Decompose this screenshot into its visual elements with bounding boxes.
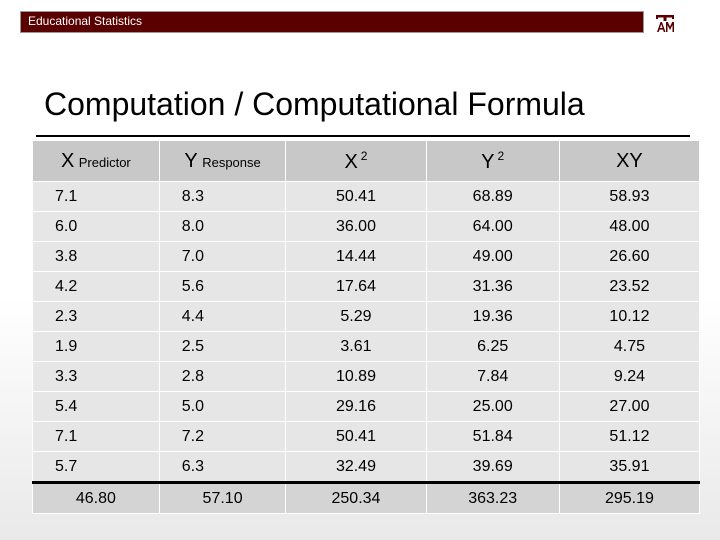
cell-x: 7.1	[32, 181, 160, 212]
cell-y-squared: 49.00	[425, 241, 560, 272]
cell-x: 7.1	[32, 421, 160, 452]
cell-x-squared: 36.00	[285, 211, 427, 242]
cell-y: 7.2	[158, 421, 287, 452]
cell-xy: 10.12	[558, 301, 701, 332]
cell-x: 5.7	[32, 451, 160, 483]
cell-xy: 35.91	[558, 451, 701, 483]
title-underline	[36, 135, 690, 137]
cell-x-squared: 10.89	[285, 361, 427, 392]
cell-y-squared: 7.84	[425, 361, 560, 392]
header-sup: 2	[360, 148, 368, 163]
cell-x-squared: 5.29	[285, 301, 427, 332]
cell-y-squared: 31.36	[425, 271, 560, 302]
table-row: 2.3 4.4 5.29 19.36 10.12	[32, 301, 701, 332]
cell-x-squared: 50.41	[285, 181, 427, 212]
cell-y: 8.0	[158, 211, 287, 242]
total-xy: 295.19	[558, 481, 701, 514]
cell-y: 5.0	[158, 391, 287, 422]
header-var: Y	[481, 150, 495, 173]
cell-xy: 9.24	[558, 361, 701, 392]
cell-y: 4.4	[158, 301, 287, 332]
cell-x-squared: 17.64	[285, 271, 427, 302]
total-y-squared: 363.23	[425, 481, 560, 514]
cell-xy: 58.93	[558, 181, 701, 212]
cell-x-squared: 32.49	[285, 451, 427, 483]
cell-x: 5.4	[32, 391, 160, 422]
cell-x-squared: 50.41	[285, 421, 427, 452]
cell-x: 3.3	[32, 361, 160, 392]
table-row: 5.4 5.0 29.16 25.00 27.00	[32, 391, 701, 422]
course-title: Educational Statistics	[28, 14, 143, 28]
cell-x-squared: 3.61	[285, 331, 427, 362]
header-var: Y	[184, 149, 198, 172]
slide-title: Computation / Computational Formula	[44, 86, 585, 122]
table-row: 5.7 6.3 32.49 39.69 35.91	[32, 451, 701, 483]
column-header-y: Y Response	[158, 140, 287, 182]
cell-y: 7.0	[158, 241, 287, 272]
header-var: X	[60, 149, 75, 172]
header-sub: Response	[202, 154, 261, 170]
header-sup: 2	[497, 148, 505, 163]
cell-y-squared: 64.00	[425, 211, 560, 242]
cell-xy: 51.12	[558, 421, 701, 452]
header-var: XY	[616, 149, 643, 172]
table-row: 1.9 2.5 3.61 6.25 4.75	[32, 331, 701, 362]
table-row: 6.0 8.0 36.00 64.00 48.00	[32, 211, 701, 242]
cell-y-squared: 39.69	[425, 451, 560, 483]
cell-x: 4.2	[32, 271, 160, 302]
tamu-logo-icon	[653, 12, 677, 36]
cell-xy: 27.00	[558, 391, 701, 422]
cell-x: 3.8	[32, 241, 160, 272]
header-var: X	[344, 150, 358, 173]
cell-y: 6.3	[158, 451, 287, 483]
table-row: 7.1 8.3 50.41 68.89 58.93	[32, 181, 701, 212]
cell-x: 1.9	[32, 331, 160, 362]
cell-y: 2.8	[158, 361, 287, 392]
cell-y-squared: 6.25	[425, 331, 560, 362]
cell-y-squared: 68.89	[425, 181, 560, 212]
table-row: 3.8 7.0 14.44 49.00 26.60	[32, 241, 701, 272]
totals-row: 46.80 57.10 250.34 363.23 295.19	[32, 481, 701, 514]
cell-y: 8.3	[158, 181, 287, 212]
table-row: 7.1 7.2 50.41 51.84 51.12	[32, 421, 701, 452]
header-bar: Educational Statistics	[20, 11, 644, 33]
table-row: 3.3 2.8 10.89 7.84 9.24	[32, 361, 701, 392]
cell-y-squared: 51.84	[425, 421, 560, 452]
cell-y-squared: 25.00	[425, 391, 560, 422]
cell-y-squared: 19.36	[425, 301, 560, 332]
cell-y: 2.5	[158, 331, 287, 362]
cell-x: 6.0	[32, 211, 160, 242]
header-sub: Predictor	[78, 154, 131, 170]
table-row: 4.2 5.6 17.64 31.36 23.52	[32, 271, 701, 302]
cell-x-squared: 14.44	[285, 241, 427, 272]
cell-xy: 23.52	[558, 271, 701, 302]
cell-xy: 48.00	[558, 211, 701, 242]
total-x-squared: 250.34	[285, 481, 427, 514]
cell-x-squared: 29.16	[285, 391, 427, 422]
cell-y: 5.6	[158, 271, 287, 302]
column-header-xy: XY	[558, 140, 701, 182]
total-x: 46.80	[32, 481, 160, 514]
total-y: 57.10	[158, 481, 287, 514]
cell-x: 2.3	[32, 301, 160, 332]
cell-xy: 4.75	[558, 331, 701, 362]
column-header-x: X Predictor	[32, 140, 160, 182]
cell-xy: 26.60	[558, 241, 701, 272]
